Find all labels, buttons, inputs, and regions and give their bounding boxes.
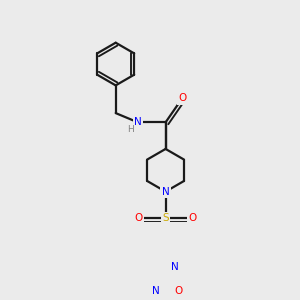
Text: S: S — [162, 213, 169, 223]
Text: N: N — [152, 286, 160, 296]
Text: O: O — [189, 213, 197, 223]
Text: O: O — [134, 213, 142, 223]
Text: N: N — [171, 262, 178, 272]
Text: N: N — [162, 187, 170, 196]
Text: H: H — [127, 125, 134, 134]
Text: O: O — [178, 93, 186, 103]
Text: O: O — [175, 286, 183, 296]
Text: N: N — [134, 117, 142, 127]
